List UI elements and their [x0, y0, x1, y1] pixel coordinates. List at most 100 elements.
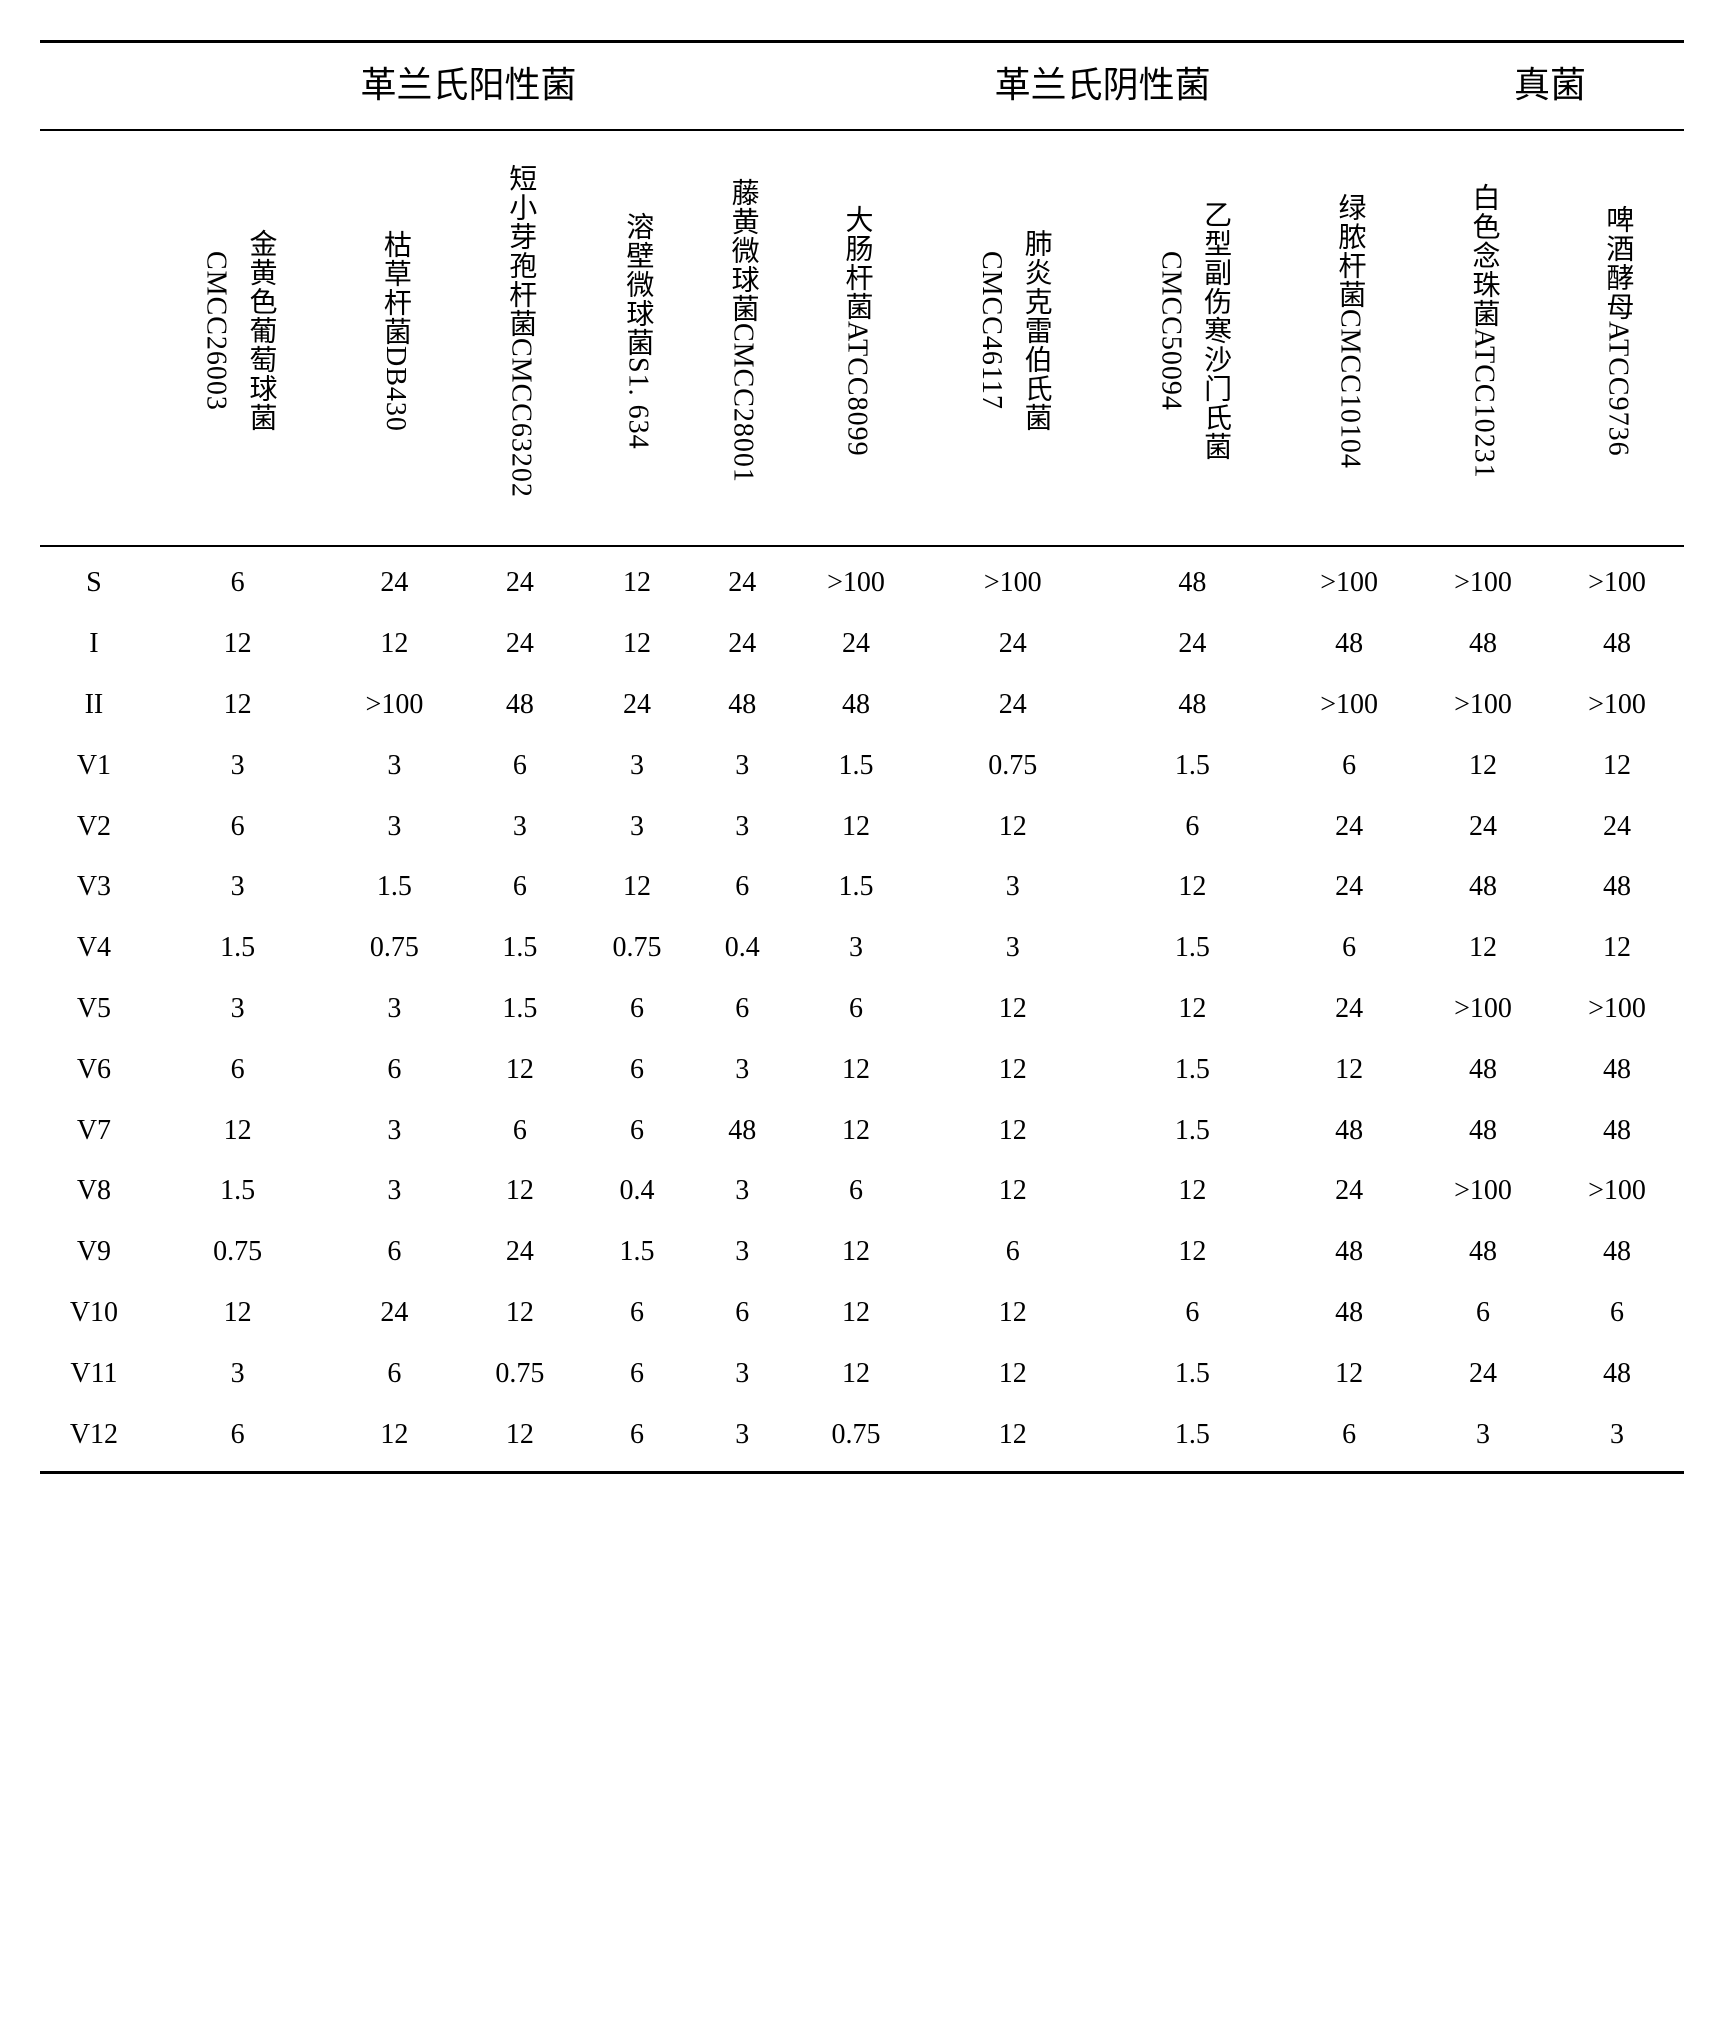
- table-row: V5331.5666121224>100>100: [40, 979, 1684, 1040]
- table-row: V41.50.751.50.750.4331.561212: [40, 918, 1684, 979]
- row-label: V8: [40, 1161, 148, 1222]
- cell: 1.5: [461, 979, 578, 1040]
- cell: 12: [923, 1405, 1103, 1473]
- col-header-4: 藤黄微球菌CMCC28001: [695, 130, 789, 547]
- col-header-7: 乙型副伤寒沙门氏菌CMCC50094: [1103, 130, 1283, 547]
- cell: 6: [1282, 1405, 1416, 1473]
- cell: 24: [1282, 857, 1416, 918]
- cell: 48: [1550, 1040, 1684, 1101]
- cell: 48: [1550, 1101, 1684, 1162]
- cell: 3: [695, 797, 789, 858]
- cell: 48: [1282, 614, 1416, 675]
- cell: 12: [789, 1101, 923, 1162]
- cell: 1.5: [148, 1161, 328, 1222]
- cell: 0.75: [327, 918, 461, 979]
- cell: 12: [148, 675, 328, 736]
- row-label: V11: [40, 1344, 148, 1405]
- cell: 6: [327, 1040, 461, 1101]
- cell: 12: [789, 797, 923, 858]
- cell: >100: [1550, 546, 1684, 614]
- table-row: I1212241224242424484848: [40, 614, 1684, 675]
- cell: 12: [923, 1283, 1103, 1344]
- cell: 12: [578, 857, 695, 918]
- cell: 0.75: [461, 1344, 578, 1405]
- cell: 3: [923, 857, 1103, 918]
- cell: 12: [789, 1344, 923, 1405]
- cell: 12: [1282, 1344, 1416, 1405]
- cell: 24: [789, 614, 923, 675]
- cell: 24: [461, 546, 578, 614]
- cell: 3: [695, 1161, 789, 1222]
- cell: 24: [327, 546, 461, 614]
- cell: 48: [695, 1101, 789, 1162]
- cell: >100: [1550, 675, 1684, 736]
- col-header-5: 大肠杆菌ATCC8099: [789, 130, 923, 547]
- cell: 12: [1103, 1222, 1283, 1283]
- cell: 24: [1103, 614, 1283, 675]
- cell: 48: [1550, 614, 1684, 675]
- row-label: II: [40, 675, 148, 736]
- cell: 48: [1282, 1283, 1416, 1344]
- cell: 24: [327, 1283, 461, 1344]
- cell: 0.75: [923, 736, 1103, 797]
- cell: >100: [1416, 675, 1550, 736]
- table-row: V666126312121.5124848: [40, 1040, 1684, 1101]
- cell: 3: [461, 797, 578, 858]
- cell: 24: [695, 614, 789, 675]
- col-header-9: 白色念珠菌ATCC10231: [1416, 130, 1550, 547]
- cell: 12: [148, 614, 328, 675]
- cell: 6: [1416, 1283, 1550, 1344]
- table-body: S624241224>100>10048>100>100>100 I121224…: [40, 546, 1684, 1472]
- cell: 3: [1550, 1405, 1684, 1473]
- cell: 24: [461, 1222, 578, 1283]
- cell: 3: [695, 1405, 789, 1473]
- col-header-8: 绿脓杆菌CMCC10104: [1282, 130, 1416, 547]
- cell: 24: [923, 675, 1103, 736]
- cell: 1.5: [1103, 1344, 1283, 1405]
- cell: 24: [1416, 1344, 1550, 1405]
- cell: 6: [1282, 918, 1416, 979]
- table-row: V1012241266121264866: [40, 1283, 1684, 1344]
- cell: 12: [789, 1283, 923, 1344]
- cell: 12: [461, 1161, 578, 1222]
- table-row: V81.53120.436121224>100>100: [40, 1161, 1684, 1222]
- row-label: V12: [40, 1405, 148, 1473]
- col-header-0: 金黄色葡萄球菌CMCC26003: [148, 130, 328, 547]
- row-label: V10: [40, 1283, 148, 1344]
- cell: 1.5: [1103, 1101, 1283, 1162]
- cell: 12: [1282, 1040, 1416, 1101]
- cell: 6: [148, 1040, 328, 1101]
- cell: 3: [695, 1040, 789, 1101]
- corner-cell: [40, 42, 148, 130]
- cell: 24: [578, 675, 695, 736]
- column-header-row: 金黄色葡萄球菌CMCC26003 枯草杆菌DB430 短小芽孢杆菌CMCC632…: [40, 130, 1684, 547]
- cell: 3: [695, 736, 789, 797]
- table-row: V26333312126242424: [40, 797, 1684, 858]
- cell: 6: [695, 1283, 789, 1344]
- cell: 24: [923, 614, 1103, 675]
- cell: 12: [578, 614, 695, 675]
- cell: 24: [1416, 797, 1550, 858]
- cell: 48: [695, 675, 789, 736]
- cell: 3: [789, 918, 923, 979]
- cell: 12: [923, 1040, 1103, 1101]
- cell: >100: [1416, 979, 1550, 1040]
- cell: 3: [578, 797, 695, 858]
- cell: 0.4: [695, 918, 789, 979]
- data-table: 革兰氏阳性菌 革兰氏阴性菌 真菌 金黄色葡萄球菌CMCC26003 枯草杆菌DB…: [40, 40, 1684, 1474]
- cell: >100: [1416, 546, 1550, 614]
- cell: 1.5: [461, 918, 578, 979]
- cell: 1.5: [1103, 736, 1283, 797]
- table-row: S624241224>100>10048>100>100>100: [40, 546, 1684, 614]
- cell: >100: [923, 546, 1103, 614]
- cell: 12: [148, 1101, 328, 1162]
- cell: >100: [1550, 979, 1684, 1040]
- cell: >100: [789, 546, 923, 614]
- cell: 0.4: [578, 1161, 695, 1222]
- table-row: V11360.756312121.5122448: [40, 1344, 1684, 1405]
- table-row: II12>100482448482448>100>100>100: [40, 675, 1684, 736]
- cell: 6: [327, 1344, 461, 1405]
- cell: 12: [1550, 918, 1684, 979]
- cell: >100: [1416, 1161, 1550, 1222]
- table-row: V1261212630.75121.5633: [40, 1405, 1684, 1473]
